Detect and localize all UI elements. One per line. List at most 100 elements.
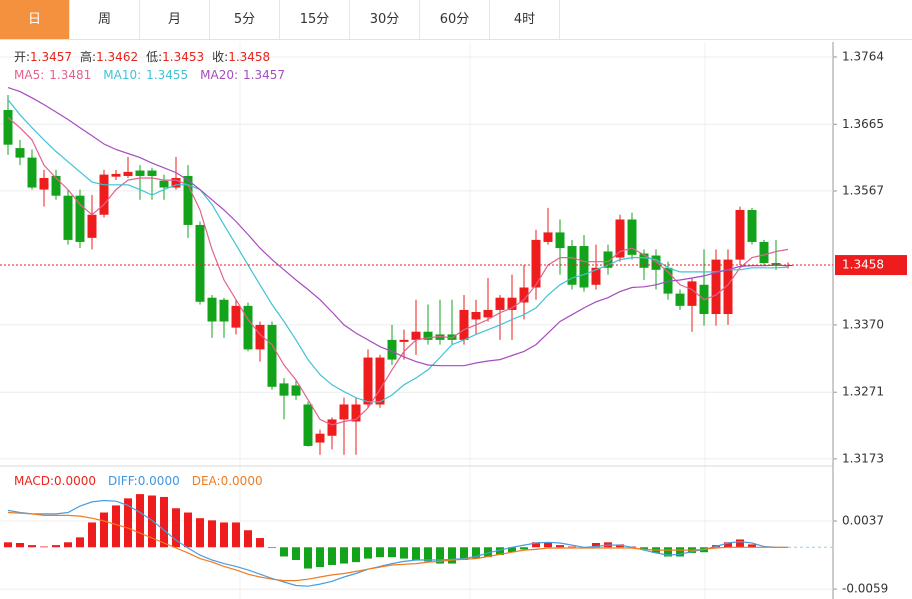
candle-body [63,195,73,240]
macd-bar [640,547,648,550]
macd-bar [436,547,444,564]
macd-bar [556,545,564,548]
macd-bar [364,547,372,559]
macd-bar [544,542,552,548]
candle-body [495,297,505,310]
y-tick-label: -0.0059 [842,582,888,596]
candle-body [627,219,637,255]
macd-bar [172,508,180,548]
macd-bar [28,545,36,548]
candle-body [471,311,481,320]
candle-body [651,255,661,270]
macd-bar [76,537,84,548]
macd-bar [484,547,492,558]
macd-bar [496,547,504,556]
candle-body [315,433,325,443]
macd-bar [532,542,540,548]
header-value: 0.0000 [138,474,180,488]
macd-bar [256,538,264,548]
ma-line [7,87,789,367]
legend-value: 1.3455 [146,68,188,82]
candle-body [27,157,37,188]
tab[interactable]: 4时 [490,0,560,39]
tab[interactable]: 周 [70,0,140,39]
macd-bar [448,547,456,564]
macd-bar [196,518,204,548]
candle-body [279,383,289,396]
macd-bar [568,546,576,548]
tab[interactable]: 5分 [210,0,280,39]
candle-body [183,175,193,225]
macd-bar [388,547,396,558]
tab[interactable]: 15分 [280,0,350,39]
macd-bar [328,547,336,565]
macd-bar [100,512,108,548]
legend-label: MA5: [14,68,44,82]
candle-body [711,259,721,315]
macd-bar [232,522,240,548]
header-value: 1.3458 [228,50,270,64]
macd-bar [376,547,384,558]
last-price-label: 1.3458 [842,258,884,272]
ma-line [7,117,789,426]
y-tick-label: 1.3567 [842,183,884,197]
candle-body [771,263,781,266]
candle-body [207,297,217,322]
macd-bar [52,545,60,548]
macd-bar [412,547,420,561]
candle-body [639,253,649,268]
candle-body [123,171,133,176]
macd-bar [340,547,348,564]
macd-header: MACD:0.0000 DIFF:0.0000 DEA:0.0000 [14,474,263,488]
candle-body [159,180,169,188]
macd-bar [664,547,672,557]
candle-body [519,287,529,303]
candle-body [411,331,421,340]
tab[interactable]: 30分 [350,0,420,39]
candle-body [459,309,469,340]
macd-bar [748,544,756,548]
candle-body [543,232,553,242]
candle-body [339,404,349,420]
macd-bar [112,505,120,548]
macd-bar [16,543,24,548]
y-tick-label: 1.3370 [842,317,884,331]
macd-bar [280,547,288,557]
header-value: 1.3457 [30,50,72,64]
tab[interactable]: 60分 [420,0,490,39]
candle-body [255,324,265,350]
candle-body [591,267,601,285]
candle-body [351,404,361,422]
candle-body [327,419,337,436]
y-tick-label: 1.3173 [842,451,884,465]
candle-body [555,232,565,249]
macd-bar [736,539,744,548]
candle-body [231,305,241,328]
legend-value: 1.3481 [49,68,91,82]
ohlc-header: 开:1.3457 高:1.3462 低:1.3453 收:1.3458 [14,49,270,64]
candle-body [51,175,61,196]
tab[interactable]: 日 [0,0,70,39]
header-value: 0.0000 [221,474,263,488]
macd-bar [160,496,168,548]
header-value: 1.3462 [96,50,138,64]
macd-bar [40,546,48,548]
macd-bar [304,547,312,569]
legend-value: 1.3457 [243,68,285,82]
y-tick-label: 1.3665 [842,117,884,131]
candle-body [615,219,625,258]
candle-body [291,385,301,396]
candle-body [399,339,409,342]
candle-body [735,209,745,260]
candle-body [171,178,181,188]
tab[interactable]: 月 [140,0,210,39]
legend-label: MA10: [103,68,141,82]
header-value: 1.3453 [162,50,204,64]
candle-body [387,339,397,360]
macd-bar [244,530,252,548]
candle-body [195,224,205,302]
macd-line [7,499,788,587]
y-tick-label: 0.0037 [842,514,884,528]
y-tick-label: 1.3271 [842,385,884,399]
header-label: DIFF: [108,474,138,488]
